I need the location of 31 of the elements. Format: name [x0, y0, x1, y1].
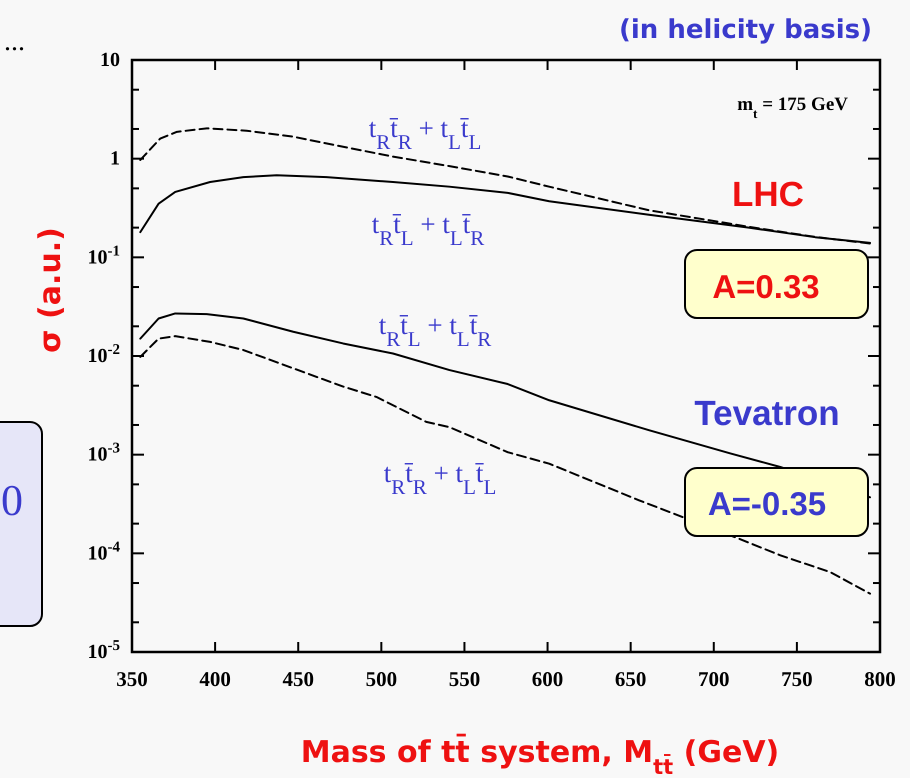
y-tick-label: 10$^{-5}$: [88, 638, 120, 663]
y-tick-label: 10$^{-4}$: [88, 539, 120, 564]
text: ...: [4, 26, 25, 57]
x-tick-label: 500: [366, 667, 398, 691]
series-label: t$_{R}$t̄$_{R}$ + t$_{L}$t̄$_{L}$: [368, 113, 482, 154]
x-tick-label: 700: [698, 667, 730, 691]
x-tick-label: 350: [116, 667, 148, 691]
text: 0: [1, 476, 23, 525]
y-tick-label: 10: [100, 49, 120, 71]
x-tick-label: 400: [199, 667, 231, 691]
series-label: t$_{R}$t̄$_{R}$ + t$_{L}$t̄$_{L}$: [384, 458, 496, 499]
x-tick-label: 750: [781, 667, 813, 691]
x-tick-label: 550: [448, 667, 480, 691]
y-tick-label: 10$^{-2}$: [88, 342, 120, 367]
annotation: A=-0.35: [708, 485, 826, 522]
annotation: m$_{t}$ = 175 GeV: [737, 94, 848, 120]
annotation: Tevatron: [694, 394, 840, 433]
y-axis-title: σ (a.u.): [33, 227, 68, 353]
x-tick-label: 800: [864, 667, 896, 691]
annotation: A=0.33: [712, 268, 820, 305]
x-tick-label: 600: [532, 667, 564, 691]
y-tick-label: 1: [110, 148, 120, 170]
series-label: t$_{R}$t̄$_{L}$ + t$_{L}$t̄$_{R}$: [372, 209, 484, 250]
series-label: t$_{R}$t̄$_{L}$ + t$_{L}$t̄$_{R}$: [378, 310, 492, 351]
y-tick-label: 10$^{-1}$: [88, 243, 120, 268]
y-tick-label: 10$^{-3}$: [88, 440, 120, 466]
annotation: LHC: [732, 175, 804, 214]
chart-title: (in helicity basis): [619, 15, 872, 45]
x-tick-label: 450: [282, 667, 314, 691]
x-tick-label: 650: [614, 667, 646, 691]
x-axis-title: Mass of tt̄ system, M$_{tt̄}$ (GeV): [300, 734, 780, 778]
